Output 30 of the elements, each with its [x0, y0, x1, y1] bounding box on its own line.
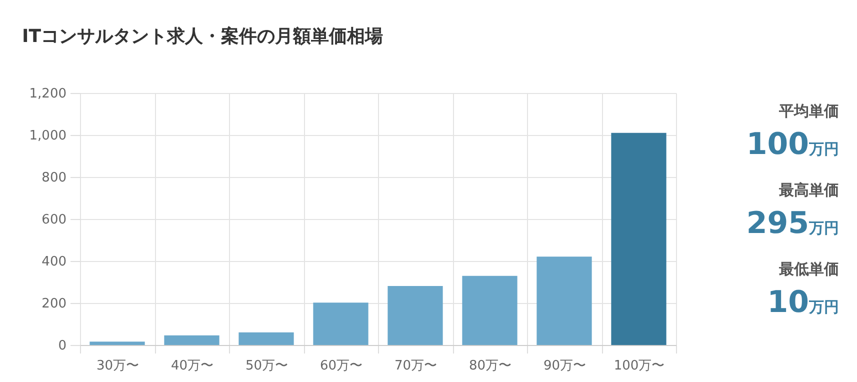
y-tick-label: 1,000 — [29, 128, 66, 144]
chart-title: ITコンサルタント求人・案件の月額単価相場 — [22, 25, 383, 48]
y-tick-label: 800 — [42, 170, 66, 186]
y-tick-label: 400 — [42, 254, 66, 270]
x-tick-label: 50万〜 — [245, 358, 288, 374]
text: 最低単価 — [778, 260, 839, 279]
text: 平均単価 — [778, 102, 839, 121]
text: 100万円 — [746, 127, 839, 162]
text: 295万円 — [746, 206, 839, 241]
bar — [164, 335, 220, 345]
y-tick-label: 600 — [42, 212, 66, 228]
bar — [238, 332, 294, 345]
x-tick-label: 30万〜 — [96, 358, 140, 374]
bar — [536, 256, 592, 345]
x-tick-label: 80万〜 — [468, 358, 512, 374]
text: 10万円 — [767, 285, 839, 320]
text: 最高単価 — [778, 181, 839, 200]
bar — [388, 286, 443, 345]
bar — [611, 132, 666, 345]
y-tick-label: 200 — [42, 296, 66, 312]
x-tick-label: 60万〜 — [320, 358, 363, 374]
bar — [462, 276, 518, 345]
x-tick-label: 100万〜 — [614, 358, 665, 374]
y-tick-label: 1,200 — [29, 86, 66, 102]
y-tick-label: 0 — [58, 338, 66, 354]
bar — [313, 302, 368, 345]
bar — [90, 342, 145, 345]
x-tick-label: 90万〜 — [543, 358, 586, 374]
x-tick-label: 40万〜 — [170, 358, 214, 374]
x-tick-label: 70万〜 — [394, 358, 438, 374]
